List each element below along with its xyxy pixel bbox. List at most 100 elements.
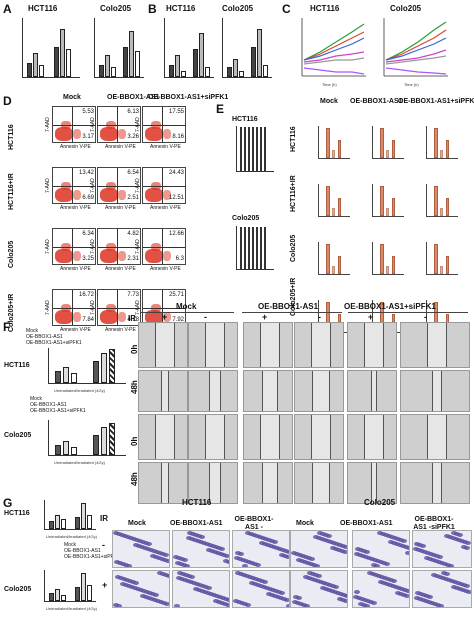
wound-image <box>347 322 397 368</box>
flow-late-apoptosis-value: 25.71 <box>168 292 184 298</box>
e-title-hct116: HCT116 <box>232 116 258 123</box>
f-ir-minus-2: - <box>318 312 321 322</box>
wound-image <box>243 322 293 368</box>
flow-plot-colo205_ir-oe: 7.73 4.18 <box>97 289 141 326</box>
f-legend-mock: Mock <box>26 328 38 334</box>
wound-image <box>400 462 470 504</box>
d-row-colo205: Colo205 <box>8 240 15 268</box>
flow-yaxis-label: 7-AAD <box>90 117 96 132</box>
flow-early-apoptosis-value: 12.51 <box>168 195 184 201</box>
flow-plot-hct116-oe: 6.13 3.26 <box>97 106 141 143</box>
transwell-image <box>412 530 472 568</box>
f-ir-line-1 <box>140 312 234 313</box>
c-chart-colo205 <box>383 18 448 77</box>
flow-xaxis-label: Annexin V-PE <box>150 144 181 150</box>
flow-xaxis-label: Annexin V-PE <box>105 327 136 333</box>
wound-image <box>243 370 293 412</box>
g-legend-oe: OE-BBOX1-AS1 <box>64 548 101 554</box>
flow-yaxis-label: 7-AAD <box>135 178 141 193</box>
f-label-colo205: Colo205 <box>4 432 32 439</box>
transwell-image <box>412 570 472 608</box>
flow-xaxis-label: Annexin V-PE <box>150 205 181 211</box>
transwell-image <box>112 570 170 608</box>
flow-yaxis-label: 7-AAD <box>90 239 96 254</box>
transwell-image <box>352 530 410 568</box>
flow-early-apoptosis-value: 6.3 <box>175 256 184 262</box>
wound-image <box>294 322 344 368</box>
flow-yaxis-label: 7-AAD <box>90 178 96 193</box>
g-label-hct116: HCT116 <box>4 510 30 517</box>
flow-early-apoptosis-value: 7.84 <box>82 317 94 323</box>
flow-yaxis-label: 7-AAD <box>45 300 51 315</box>
f-col-oe-si: OE-BBOX1-AS1+siPFK1 <box>344 302 436 311</box>
panel-label-g: G <box>3 496 13 510</box>
cell-cycle-histogram <box>372 242 404 275</box>
flow-xaxis-label: Annexin V-PE <box>105 144 136 150</box>
f-legend-oe-si: OE-BBOX1-AS1+siPFK1 <box>26 340 82 346</box>
cell-cycle-histogram <box>426 184 458 217</box>
wound-image <box>400 414 470 460</box>
flow-yaxis-label: 7-AAD <box>135 239 141 254</box>
flow-early-apoptosis-value: 3.25 <box>82 256 94 262</box>
flow-early-apoptosis-value: 3.26 <box>127 134 139 140</box>
g-ir-minus: - <box>102 540 105 550</box>
a-chart-colo205 <box>94 18 144 78</box>
flow-late-apoptosis-value: 6.54 <box>127 170 139 176</box>
transwell-image <box>112 530 170 568</box>
flow-late-apoptosis-value: 17.55 <box>168 109 184 115</box>
g-chart-colo205 <box>44 570 96 602</box>
flow-yaxis-label: 7-AAD <box>45 178 51 193</box>
flow-early-apoptosis-value: 8.16 <box>172 134 184 140</box>
flow-yaxis-label: 7-AAD <box>90 300 96 315</box>
a-title-hct116: HCT116 <box>28 4 58 13</box>
wound-image <box>188 370 238 412</box>
e-row-hct116: HCT116 <box>290 126 297 152</box>
e-col-mock: Mock <box>320 98 338 105</box>
flow-plot-colo205-oe: 4.82 2.31 <box>97 228 141 265</box>
g-col-oe-2: OE-BBOX1-AS1 <box>340 520 393 527</box>
c-title-hct116: HCT116 <box>310 4 340 13</box>
f-col-mock: Mock <box>176 302 197 311</box>
transwell-image <box>172 530 230 568</box>
f-chart-hct116 <box>48 348 126 384</box>
g-col-oe-si-2: OE-BBOX1-AS1 -siPFK1 <box>413 516 455 531</box>
wound-image <box>138 414 188 460</box>
c-xlabel-1: Time (h) <box>322 82 337 87</box>
transwell-image <box>232 570 290 608</box>
wound-image <box>294 462 344 504</box>
flow-xaxis-label: Annexin V-PE <box>150 266 181 272</box>
g-chart-hct116 <box>44 500 96 530</box>
transwell-image <box>290 570 348 608</box>
panel-label-f: F <box>3 320 11 334</box>
flow-plot-hct116-oe_si: 17.55 8.16 <box>142 106 186 143</box>
e-title-colo205: Colo205 <box>232 215 260 222</box>
a-chart-hct116 <box>22 18 80 78</box>
f-ir-plus-3: + <box>368 312 374 322</box>
flow-xaxis-label: Annexin V-PE <box>105 205 136 211</box>
f-chart-colo205 <box>48 420 126 456</box>
e-stacked-chart-2 <box>236 226 274 270</box>
wound-image <box>138 370 188 412</box>
flow-early-apoptosis-value: 6.69 <box>82 195 94 201</box>
g-xlabel-1: Unirradiated/Irradiated (4Gy) <box>46 534 97 539</box>
flow-late-apoptosis-value: 6.13 <box>127 109 139 115</box>
flow-early-apoptosis-value: 4.18 <box>127 317 139 323</box>
f-legend2-oe-si: OE-BBOX1-AS1+siPFK1 <box>30 408 86 414</box>
flow-early-apoptosis-value: 2.51 <box>127 195 139 201</box>
flow-plot-colo205-mock: 6.34 3.25 <box>52 228 96 265</box>
g-legend-mock: Mock <box>64 542 76 548</box>
g-title-colo205: Colo205 <box>364 498 396 507</box>
f-col-oe: OE-BBOX1-AS1 <box>258 302 319 311</box>
flow-plot-colo205-oe_si: 12.66 6.3 <box>142 228 186 265</box>
flow-plot-hct116_ir-oe_si: 24.43 12.51 <box>142 167 186 204</box>
flow-plot-hct116_ir-mock: 13.42 6.69 <box>52 167 96 204</box>
cell-cycle-histogram <box>318 184 350 217</box>
flow-early-apoptosis-value: 7.92 <box>172 317 184 323</box>
g-col-mock-1: Mock <box>128 520 146 527</box>
b-chart-colo205 <box>222 18 272 78</box>
cell-cycle-histogram <box>426 126 458 159</box>
f-label-hct116: HCT116 <box>4 362 30 369</box>
g-label-colo205: Colo205 <box>4 586 32 593</box>
wound-image <box>188 414 238 460</box>
f-legend2-mock: Mock <box>30 396 42 402</box>
